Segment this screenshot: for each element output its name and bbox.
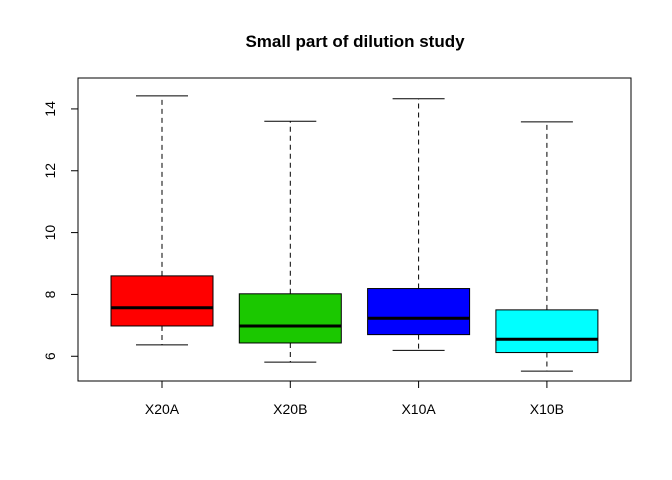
x-axis: X20A X20B X10A X10B [145,380,564,417]
y-tick-label: 8 [42,290,58,298]
y-tick-label: 12 [42,163,58,179]
iqr-box [238,293,342,344]
x-tick-label: X10B [530,401,564,417]
iqr-box [495,309,599,354]
y-tick-label: 6 [42,352,58,360]
plot-area [110,95,599,372]
y-tick-label: 10 [42,225,58,241]
chart-title: Small part of dilution study [245,32,465,51]
box-x20a [110,95,214,346]
iqr-box [367,288,471,336]
iqr-box [110,275,214,327]
y-tick-label: 14 [42,101,58,117]
x-tick-label: X20A [145,401,180,417]
x-tick-label: X20B [273,401,307,417]
x-tick-label: X10A [401,401,436,417]
box-x10a [367,98,471,351]
box-x10b [495,121,599,372]
box-x20b [238,120,342,363]
y-axis: 6 8 10 12 14 [42,101,79,360]
